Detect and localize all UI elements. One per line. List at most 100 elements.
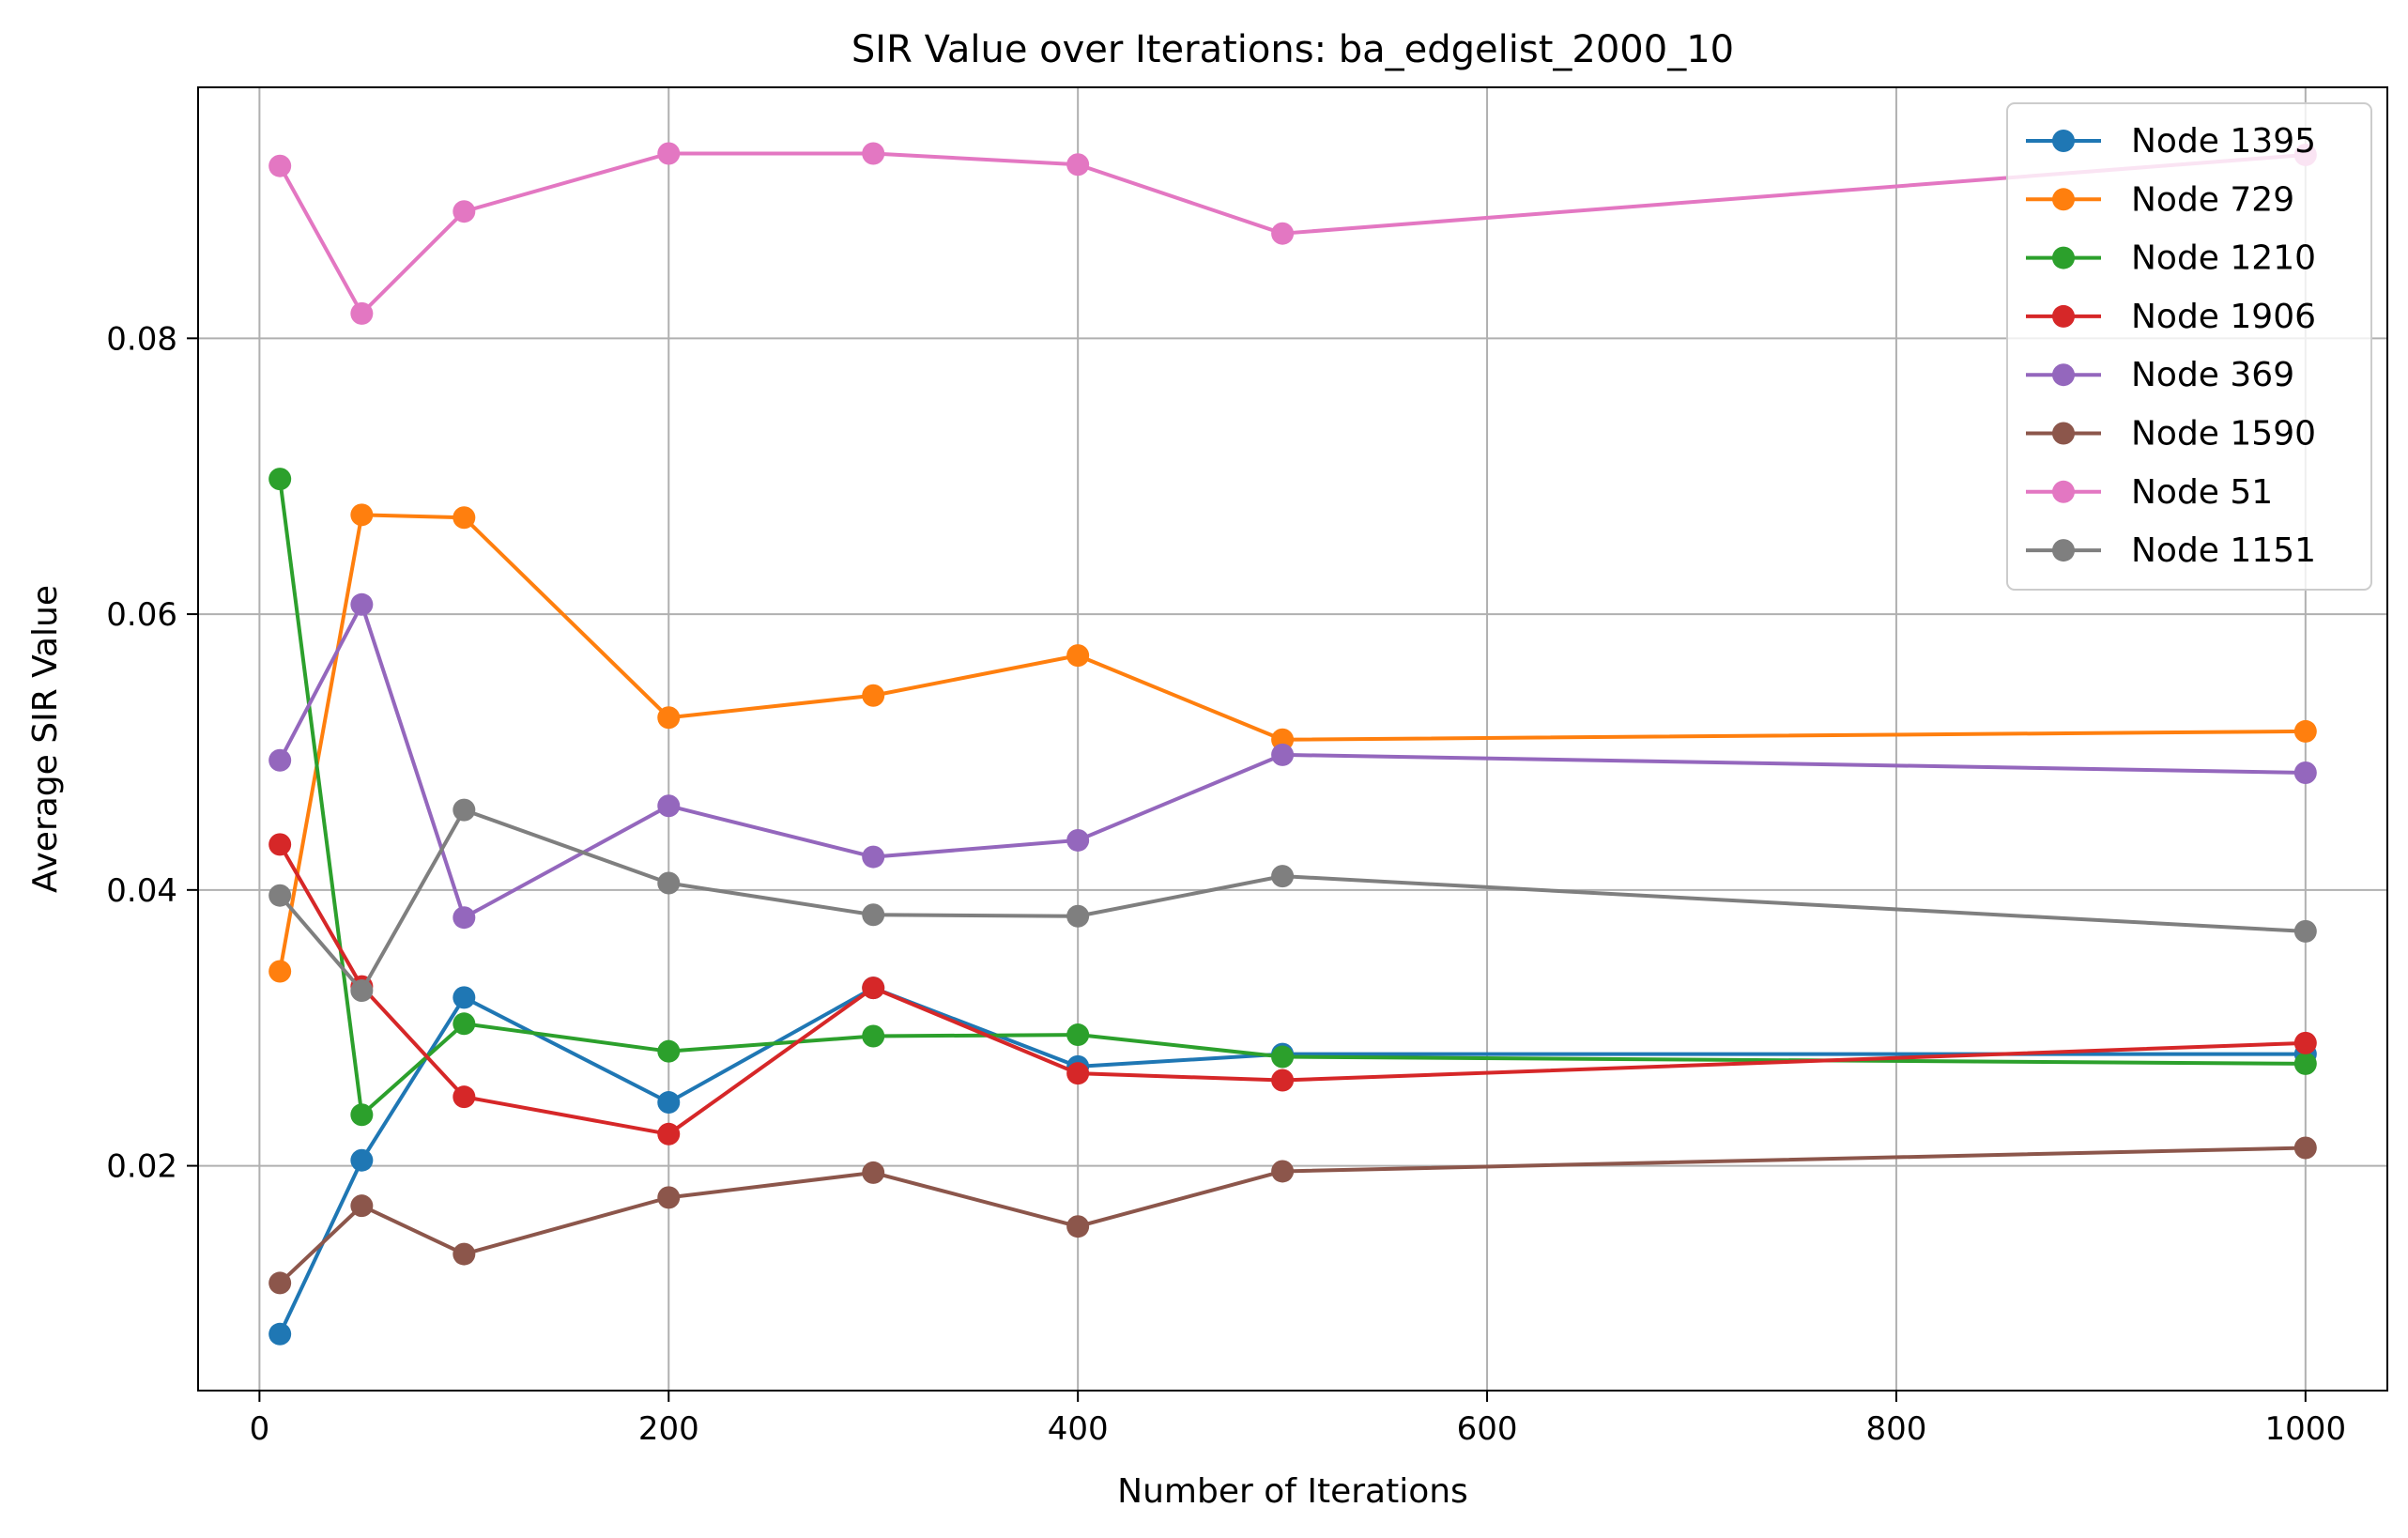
data-point bbox=[2293, 719, 2317, 743]
data-point bbox=[862, 977, 885, 1000]
legend-marker bbox=[2052, 188, 2075, 211]
data-point bbox=[350, 1194, 374, 1218]
data-point bbox=[2293, 1136, 2317, 1160]
data-point bbox=[657, 142, 681, 165]
data-point bbox=[452, 986, 476, 1009]
plot-area-frame bbox=[197, 86, 2388, 1392]
legend-marker bbox=[2052, 130, 2075, 152]
x-tick-label: 600 bbox=[1457, 1410, 1518, 1448]
plot-series bbox=[268, 142, 2317, 1346]
legend-item: Node 1395 bbox=[2026, 122, 2316, 161]
data-point bbox=[1271, 1160, 1295, 1183]
series-line bbox=[278, 151, 2308, 315]
data-point bbox=[862, 903, 885, 927]
data-point bbox=[350, 1103, 374, 1127]
data-point bbox=[1066, 904, 1090, 928]
x-tick-label: 1000 bbox=[2265, 1410, 2347, 1448]
data-point bbox=[452, 1242, 476, 1266]
legend-label: Node 729 bbox=[2131, 180, 2294, 219]
data-point bbox=[862, 845, 885, 869]
data-point bbox=[268, 154, 292, 177]
data-point bbox=[657, 871, 681, 895]
data-point bbox=[1271, 743, 1295, 766]
legend-item: Node 729 bbox=[2026, 180, 2294, 219]
data-point bbox=[657, 1039, 681, 1063]
data-point bbox=[1271, 1045, 1295, 1069]
x-axis-label: Number of Iterations bbox=[1117, 1472, 1468, 1511]
data-point bbox=[2293, 1031, 2317, 1054]
data-point bbox=[657, 794, 681, 818]
data-point bbox=[1066, 1215, 1090, 1238]
legend-label: Node 369 bbox=[2131, 356, 2294, 394]
legend-frame bbox=[2006, 102, 2372, 591]
data-point bbox=[452, 200, 476, 223]
legend-item: Node 1906 bbox=[2026, 298, 2316, 336]
data-point bbox=[1066, 1023, 1090, 1047]
legend-marker bbox=[2052, 480, 2075, 503]
data-point bbox=[268, 748, 292, 772]
y-tick-label: 0.02 bbox=[106, 1148, 177, 1186]
data-point bbox=[1066, 1062, 1090, 1085]
data-point bbox=[452, 1085, 476, 1109]
data-point bbox=[452, 798, 476, 822]
series-line bbox=[278, 477, 2308, 1117]
data-point bbox=[350, 301, 374, 325]
y-tick-label: 0.08 bbox=[106, 320, 177, 358]
legend-label: Node 1590 bbox=[2131, 415, 2316, 454]
series-line bbox=[278, 1146, 2308, 1285]
axis-ticks: 0 200 400 600 800 1000 0.02 0.04 0.06 0.08 bbox=[106, 320, 2346, 1448]
data-point bbox=[1271, 1069, 1295, 1092]
data-point bbox=[2293, 761, 2317, 784]
series-node-1151 bbox=[268, 798, 2317, 1003]
data-point bbox=[268, 960, 292, 983]
legend-label: Node 1906 bbox=[2131, 298, 2316, 336]
legend-marker bbox=[2052, 246, 2075, 269]
data-point bbox=[452, 1012, 476, 1036]
data-point bbox=[268, 1271, 292, 1295]
legend-marker bbox=[2052, 363, 2075, 387]
data-point bbox=[1271, 865, 1295, 888]
series-line bbox=[278, 513, 2308, 974]
data-point bbox=[657, 1091, 681, 1115]
series-node-369 bbox=[268, 592, 2317, 930]
legend-label: Node 51 bbox=[2131, 473, 2273, 512]
legend-marker bbox=[2052, 422, 2075, 445]
data-point bbox=[657, 1122, 681, 1146]
series-line bbox=[278, 602, 2308, 920]
data-point bbox=[1066, 153, 1090, 177]
data-point bbox=[657, 706, 681, 730]
legend-label: Node 1395 bbox=[2131, 122, 2316, 161]
legend-label: Node 1210 bbox=[2131, 239, 2316, 278]
legend-label: Node 1151 bbox=[2131, 531, 2316, 570]
data-point bbox=[268, 1322, 292, 1346]
legend-item: Node 1151 bbox=[2026, 531, 2316, 570]
data-point bbox=[452, 906, 476, 930]
data-point bbox=[268, 833, 292, 856]
legend-item: Node 1210 bbox=[2026, 239, 2316, 278]
data-point bbox=[1271, 222, 1295, 245]
data-point bbox=[268, 884, 292, 907]
x-tick-label: 400 bbox=[1048, 1410, 1109, 1448]
series-line bbox=[278, 807, 2308, 993]
y-tick-label: 0.04 bbox=[106, 872, 177, 910]
data-point bbox=[2293, 919, 2317, 943]
series-node-1210 bbox=[268, 468, 2317, 1127]
legend-item: Node 369 bbox=[2026, 356, 2294, 394]
data-point bbox=[350, 979, 374, 1003]
legend-marker bbox=[2052, 304, 2075, 328]
legend-item: Node 51 bbox=[2026, 473, 2273, 512]
series-node-1590 bbox=[268, 1136, 2317, 1295]
y-tick-label: 0.06 bbox=[106, 596, 177, 634]
data-point bbox=[350, 592, 374, 616]
x-tick-label: 200 bbox=[638, 1410, 699, 1448]
data-point bbox=[350, 503, 374, 527]
legend-marker bbox=[2052, 539, 2075, 562]
chart-title: SIR Value over Iterations: ba_edgelist_2… bbox=[851, 28, 1734, 71]
data-point bbox=[452, 506, 476, 530]
data-point bbox=[862, 1161, 885, 1184]
data-point bbox=[350, 1148, 374, 1172]
data-point bbox=[862, 684, 885, 707]
data-point bbox=[1066, 644, 1090, 668]
data-point bbox=[862, 1024, 885, 1048]
